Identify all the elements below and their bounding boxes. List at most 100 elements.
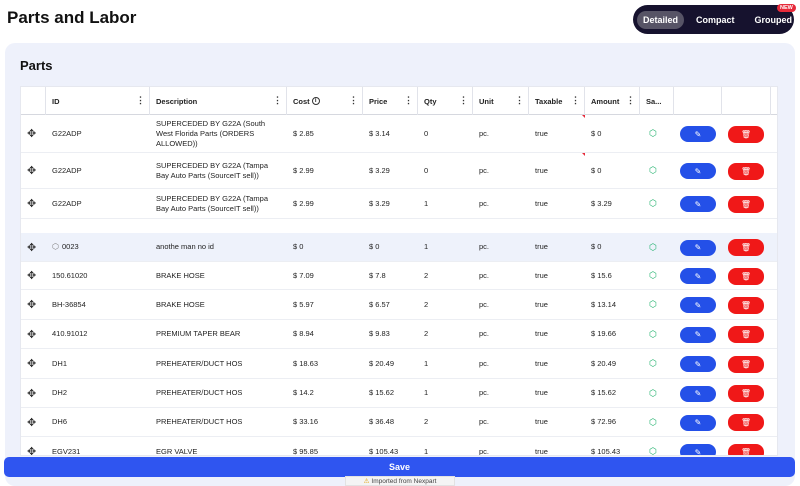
column-menu-icon[interactable]: ⋮ bbox=[626, 95, 635, 105]
delete-button[interactable]: 🗑 bbox=[728, 355, 764, 373]
drag-handle-icon[interactable]: ✥ bbox=[27, 446, 37, 456]
edit-button[interactable]: ✎ bbox=[680, 385, 716, 402]
column-menu-icon[interactable]: ⋮ bbox=[515, 95, 524, 105]
table-row[interactable]: ✥ EGV231 EGR VALVE $ 95.85 $ 105.43 1 pc. true $… bbox=[21, 437, 777, 456]
delete-button[interactable]: 🗑 bbox=[728, 414, 764, 431]
cell-qty[interactable]: 1 bbox=[424, 242, 429, 251]
delete-button[interactable]: 🗑 bbox=[728, 296, 764, 314]
drag-handle-icon[interactable]: ✥ bbox=[27, 241, 37, 254]
cell-qty[interactable]: 0 bbox=[424, 165, 429, 175]
drag-handle-icon[interactable]: ✥ bbox=[27, 299, 37, 311]
cell-price[interactable]: $ 15.62 bbox=[369, 388, 395, 397]
drag-handle-icon[interactable]: ✥ bbox=[27, 198, 37, 210]
edit-button[interactable]: ✎ bbox=[680, 356, 716, 372]
save-part-icon[interactable]: ⬡ bbox=[649, 165, 657, 175]
column-menu-icon[interactable]: ⋮ bbox=[349, 95, 358, 105]
edit-button[interactable]: ✎ bbox=[680, 297, 716, 313]
view-grouped-button[interactable]: Grouped bbox=[754, 14, 793, 25]
column-menu-icon[interactable]: ⋮ bbox=[404, 95, 413, 105]
table-row[interactable]: ✥ G22ADP SUPERCEDED BY G22A (South West Fl… bbox=[21, 115, 777, 153]
cell-qty[interactable]: 2 bbox=[424, 417, 429, 426]
cell-cost[interactable]: $ 2.85 bbox=[293, 128, 314, 138]
cell-price[interactable]: $ 105.43 bbox=[369, 446, 399, 456]
cell-price[interactable]: $ 3.29 bbox=[369, 198, 390, 208]
column-menu-icon[interactable]: ⋮ bbox=[273, 95, 282, 105]
cell-qty[interactable]: 2 bbox=[424, 270, 429, 280]
cell-cost[interactable]: $ 2.99 bbox=[293, 198, 314, 208]
cell-price[interactable]: $ 6.57 bbox=[369, 299, 390, 309]
drag-handle-icon[interactable]: ✥ bbox=[27, 416, 37, 429]
table-row[interactable]: ✥ G22ADP SUPERCEDED BY G22A (Tampa Bay Aut… bbox=[21, 153, 777, 189]
cell-cost[interactable]: $ 14.2 bbox=[293, 388, 314, 397]
save-part-icon[interactable]: ⬡ bbox=[649, 328, 657, 339]
cell-qty[interactable]: 1 bbox=[424, 388, 429, 397]
drag-handle-icon[interactable]: ✥ bbox=[27, 270, 37, 282]
edit-button[interactable]: ✎ bbox=[680, 239, 716, 256]
edit-button[interactable]: ✎ bbox=[680, 196, 716, 212]
cell-cost[interactable]: $ 7.09 bbox=[293, 270, 314, 280]
column-header-amount[interactable]: Amount ⋮ bbox=[591, 95, 635, 106]
cell-price[interactable]: $ 7.8 bbox=[369, 270, 386, 280]
cell-cost[interactable]: $ 8.94 bbox=[293, 329, 314, 338]
save-part-icon[interactable]: ⬡ bbox=[649, 299, 657, 309]
view-compact-button[interactable]: Compact bbox=[696, 14, 735, 25]
edit-button[interactable]: ✎ bbox=[680, 414, 716, 431]
delete-button[interactable]: 🗑 bbox=[728, 443, 764, 455]
cell-price[interactable]: $ 3.29 bbox=[369, 165, 390, 175]
cell-price[interactable]: $ 0 bbox=[369, 242, 380, 251]
cell-cost[interactable]: $ 18.63 bbox=[293, 358, 319, 368]
column-menu-icon[interactable]: ⋮ bbox=[459, 95, 468, 105]
cell-price[interactable]: $ 9.83 bbox=[369, 329, 390, 338]
save-part-icon[interactable]: ⬡ bbox=[649, 198, 657, 208]
save-part-icon[interactable]: ⬡ bbox=[649, 358, 657, 368]
save-part-icon[interactable]: ⬡ bbox=[649, 416, 657, 427]
table-row[interactable]: ✥ BH-36854 BRAKE HOSE $ 5.97 $ 6.57 2 pc. true $… bbox=[21, 290, 777, 320]
delete-button[interactable]: 🗑 bbox=[728, 195, 764, 213]
cell-qty[interactable]: 0 bbox=[424, 128, 429, 138]
column-header-save[interactable]: Sa... bbox=[646, 96, 662, 106]
drag-handle-icon[interactable]: ✥ bbox=[27, 165, 37, 177]
edit-button[interactable]: ✎ bbox=[680, 126, 716, 142]
view-detailed-button[interactable]: Detailed bbox=[637, 10, 685, 29]
column-header-cost[interactable]: Cost i ⋮ bbox=[293, 95, 358, 106]
edit-button[interactable]: ✎ bbox=[680, 444, 716, 455]
drag-handle-icon[interactable]: ✥ bbox=[27, 358, 37, 370]
column-header-id[interactable]: ID ⋮ bbox=[52, 95, 145, 106]
cell-cost[interactable]: $ 33.16 bbox=[293, 417, 319, 426]
save-part-icon[interactable]: ⬡ bbox=[649, 241, 657, 252]
delete-button[interactable]: 🗑 bbox=[728, 326, 764, 343]
cell-price[interactable]: $ 3.14 bbox=[369, 128, 390, 138]
column-menu-icon[interactable]: ⋮ bbox=[136, 95, 145, 105]
edit-button[interactable]: ✎ bbox=[680, 326, 716, 343]
table-row[interactable]: ✥ DH2 PREHEATER/DUCT HOS $ 14.2 $ 15.62 1 pc. t… bbox=[21, 379, 777, 408]
delete-button[interactable]: 🗑 bbox=[728, 267, 764, 285]
cell-qty[interactable]: 2 bbox=[424, 329, 429, 338]
table-row[interactable]: ✥ ⬡ 0023 anothe man no id $ 0 $ 0 1 pc. true $ 0 ⬡… bbox=[21, 233, 777, 262]
table-row[interactable]: ✥ 150.61020 BRAKE HOSE $ 7.09 $ 7.8 2 pc. true $… bbox=[21, 262, 777, 290]
table-row[interactable]: ✥ DH6 PREHEATER/DUCT HOS $ 33.16 $ 36.48 2 pc.… bbox=[21, 408, 777, 437]
column-menu-icon[interactable]: ⋮ bbox=[571, 95, 580, 105]
cell-qty[interactable]: 1 bbox=[424, 446, 429, 456]
save-part-icon[interactable]: ⬡ bbox=[649, 387, 657, 398]
table-row[interactable]: ✥ G22ADP SUPERCEDED BY G22A (Tampa Bay Aut… bbox=[21, 189, 777, 219]
cell-cost[interactable]: $ 2.99 bbox=[293, 165, 314, 175]
edit-button[interactable]: ✎ bbox=[680, 163, 716, 179]
drag-handle-icon[interactable]: ✥ bbox=[27, 387, 37, 400]
cell-price[interactable]: $ 20.49 bbox=[369, 358, 395, 368]
delete-button[interactable]: 🗑 bbox=[728, 162, 764, 180]
save-part-icon[interactable]: ⬡ bbox=[649, 446, 657, 456]
cell-cost[interactable]: $ 0 bbox=[293, 242, 304, 251]
column-header-unit[interactable]: Unit ⋮ bbox=[479, 95, 524, 106]
cell-cost[interactable]: $ 5.97 bbox=[293, 299, 314, 309]
save-part-icon[interactable]: ⬡ bbox=[649, 270, 657, 280]
save-button[interactable]: Save bbox=[4, 457, 795, 477]
cell-cost[interactable]: $ 95.85 bbox=[293, 446, 319, 456]
save-part-icon[interactable]: ⬡ bbox=[649, 128, 657, 138]
table-row[interactable]: ✥ 410.91012 PREMIUM TAPER BEAR $ 8.94 $ 9.83… bbox=[21, 320, 777, 349]
drag-handle-icon[interactable]: ✥ bbox=[27, 328, 37, 341]
column-header-taxable[interactable]: Taxable ⋮ bbox=[535, 95, 580, 106]
column-header-qty[interactable]: Qty ⋮ bbox=[424, 95, 468, 106]
edit-button[interactable]: ✎ bbox=[680, 268, 716, 284]
cell-qty[interactable]: 1 bbox=[424, 198, 429, 208]
delete-button[interactable]: 🗑 bbox=[728, 385, 764, 402]
